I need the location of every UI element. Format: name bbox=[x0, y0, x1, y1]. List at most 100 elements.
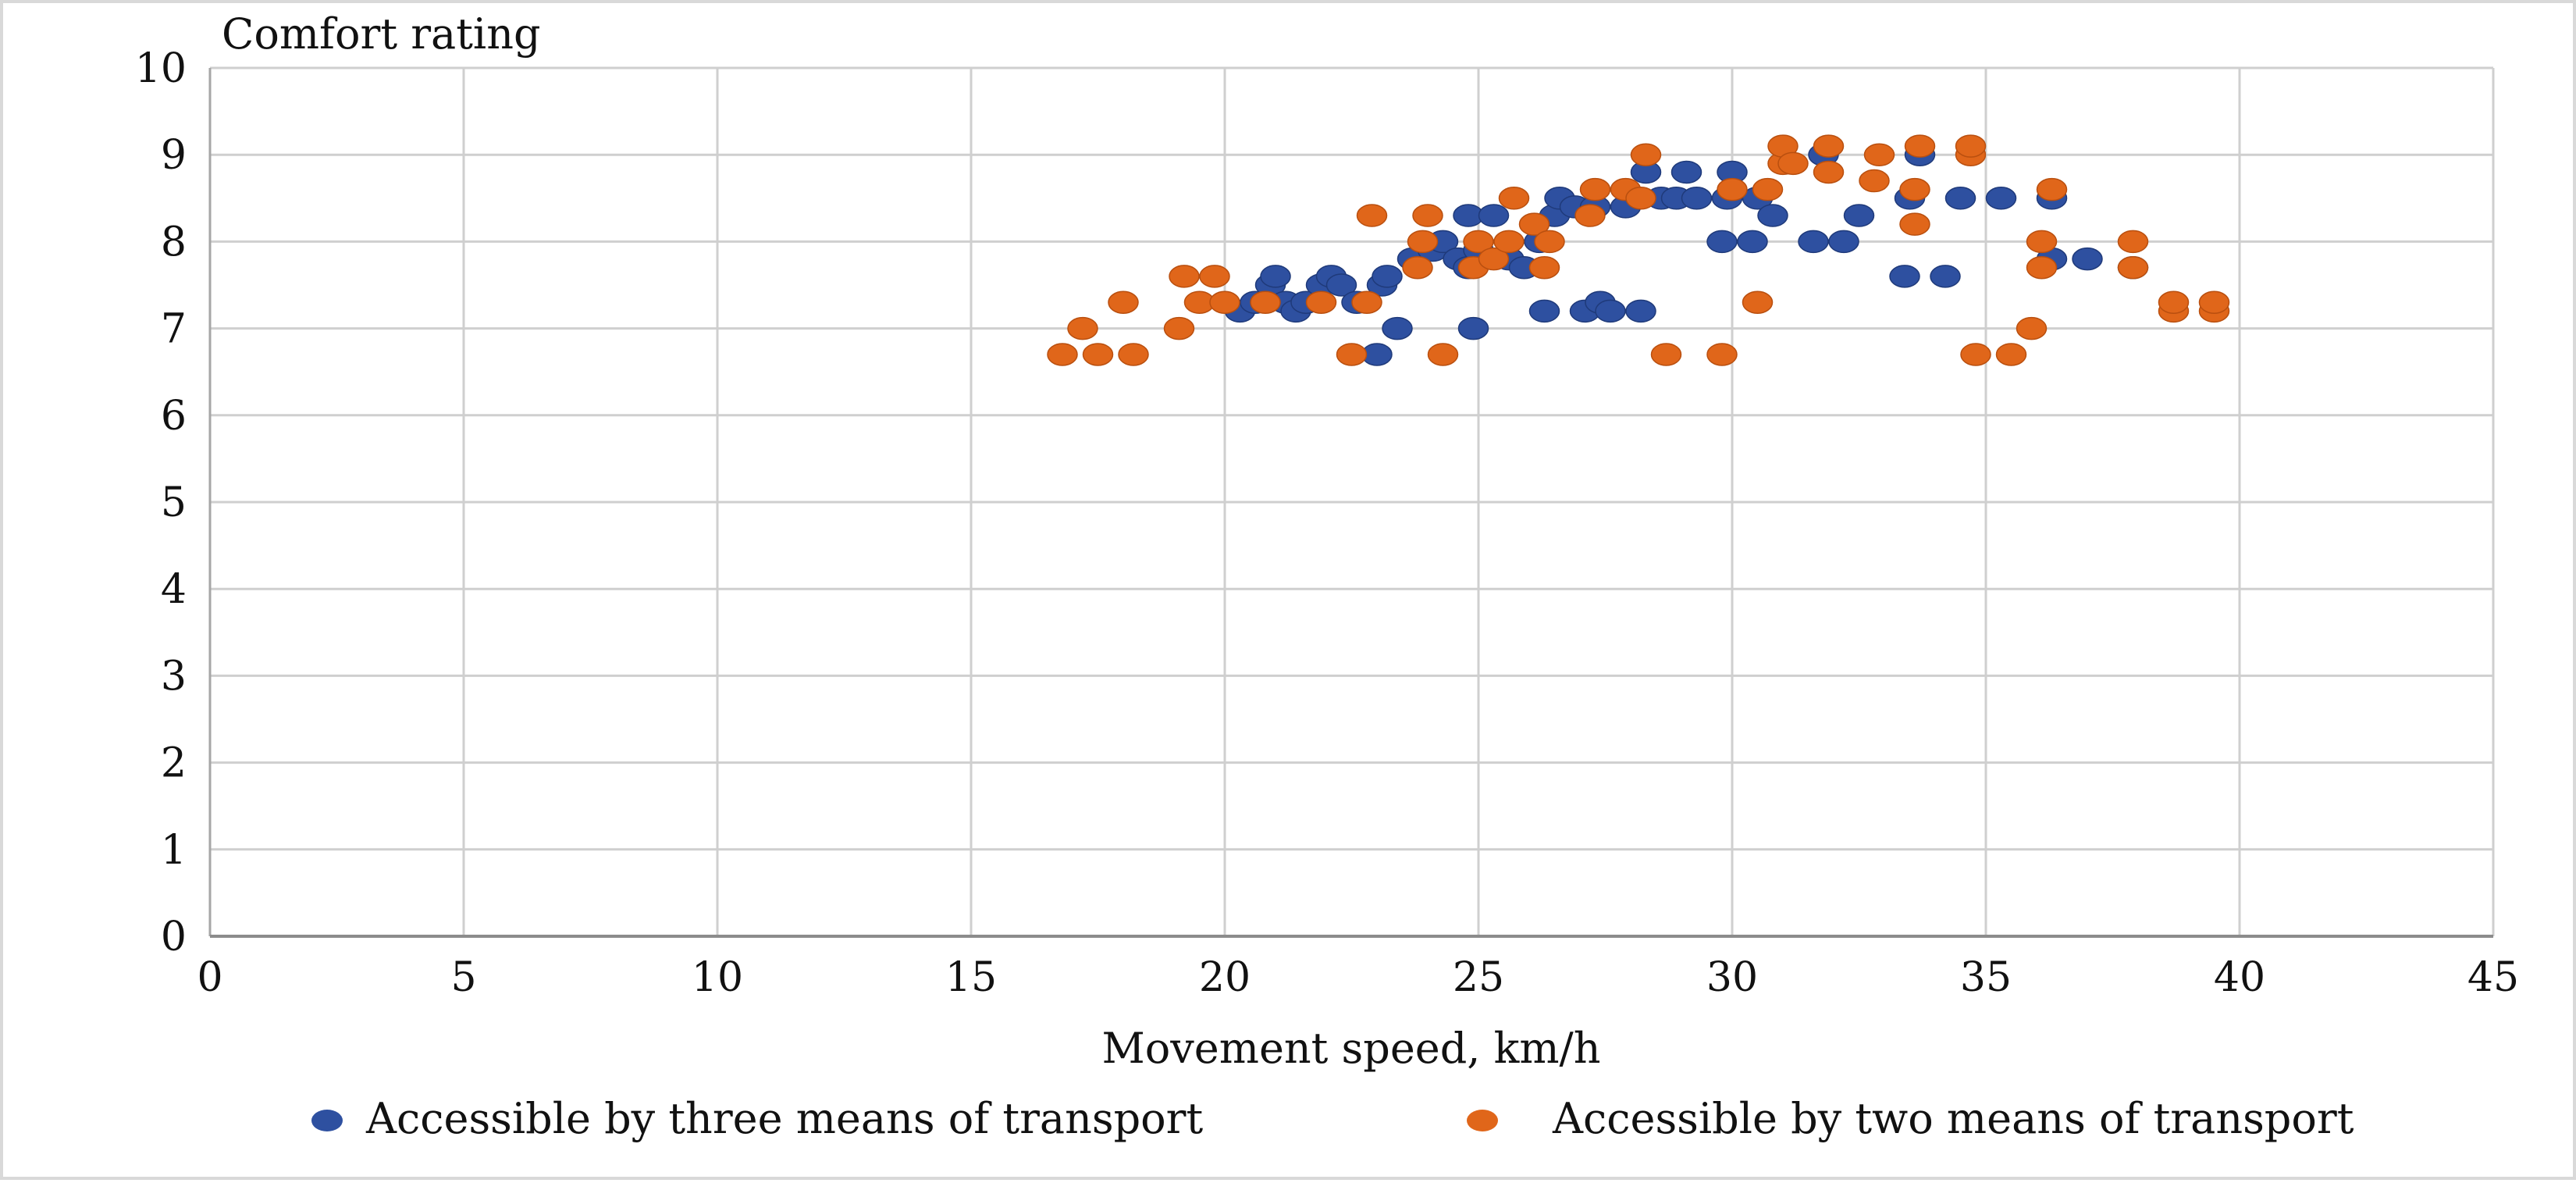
axes bbox=[208, 68, 2493, 938]
point-two-means bbox=[1463, 230, 1494, 254]
x-tick-label: 45 bbox=[2467, 954, 2519, 1001]
data-points bbox=[1047, 134, 2230, 366]
point-two-means bbox=[2117, 256, 2149, 280]
point-three-means bbox=[1706, 230, 1738, 254]
point-three-means bbox=[1828, 230, 1859, 254]
x-tick-label: 35 bbox=[1960, 954, 2012, 1001]
point-two-means bbox=[1356, 204, 1388, 227]
point-two-means bbox=[1528, 256, 1560, 280]
point-two-means bbox=[1625, 187, 1656, 210]
point-two-means bbox=[1899, 212, 1930, 236]
y-tick-label: 7 bbox=[161, 306, 187, 353]
point-two-means bbox=[1351, 290, 1382, 314]
x-tick-label: 25 bbox=[1453, 954, 1504, 1001]
point-two-means bbox=[1742, 290, 1774, 314]
point-two-means bbox=[1813, 160, 1845, 184]
y-tick-label: 1 bbox=[161, 827, 187, 874]
x-tick-label: 10 bbox=[692, 954, 743, 1001]
point-two-means bbox=[1955, 134, 1987, 158]
legend: Accessible by three means of transport A… bbox=[311, 1094, 2354, 1143]
y-tick-label: 4 bbox=[161, 566, 187, 613]
x-tick-label: 15 bbox=[945, 954, 997, 1001]
point-two-means bbox=[1863, 143, 1895, 166]
point-two-means bbox=[1859, 169, 1890, 193]
point-three-means bbox=[1985, 187, 2017, 210]
point-three-means bbox=[1372, 265, 1403, 288]
point-three-means bbox=[1944, 187, 1976, 210]
point-two-means bbox=[1402, 256, 1433, 280]
y-tick-label: 9 bbox=[161, 132, 187, 179]
point-two-means bbox=[1427, 343, 1459, 366]
y-tick-label: 0 bbox=[161, 914, 187, 960]
point-three-means bbox=[1382, 316, 1413, 340]
point-two-means bbox=[1717, 177, 1748, 201]
point-three-means bbox=[1260, 265, 1291, 288]
point-two-means bbox=[1777, 151, 1809, 176]
point-two-means bbox=[1493, 230, 1525, 254]
point-two-means bbox=[1209, 290, 1240, 314]
point-two-means bbox=[2198, 290, 2230, 314]
point-two-means bbox=[1813, 134, 1845, 158]
point-three-means bbox=[1478, 204, 1510, 227]
point-two-means bbox=[1534, 230, 1565, 254]
point-three-means bbox=[1757, 204, 1788, 227]
point-two-means bbox=[1163, 316, 1195, 340]
point-two-means bbox=[1305, 290, 1337, 314]
point-two-means bbox=[2026, 230, 2058, 254]
point-three-means bbox=[1625, 299, 1656, 323]
point-two-means bbox=[1250, 290, 1281, 314]
point-two-means bbox=[1082, 343, 1114, 366]
point-two-means bbox=[1752, 177, 1784, 201]
point-three-means bbox=[1457, 316, 1489, 340]
point-two-means bbox=[1706, 343, 1738, 366]
point-two-means bbox=[1995, 343, 2027, 366]
legend-label-two: Accessible by two means of transport bbox=[1552, 1094, 2354, 1143]
point-two-means bbox=[2117, 230, 2149, 254]
point-two-means bbox=[2016, 316, 2048, 340]
point-three-means bbox=[1737, 230, 1768, 254]
y-tick-label: 8 bbox=[161, 219, 187, 265]
y-tick-label: 2 bbox=[161, 740, 187, 787]
y-tick-label: 10 bbox=[135, 45, 187, 92]
y-tick-label: 5 bbox=[161, 479, 187, 526]
point-two-means bbox=[1630, 143, 1662, 166]
point-three-means bbox=[1889, 265, 1920, 288]
point-two-means bbox=[1047, 343, 1078, 366]
point-two-means bbox=[1650, 343, 1682, 366]
point-two-means bbox=[1407, 230, 1439, 254]
x-tick-label: 40 bbox=[2214, 954, 2265, 1001]
y-tick-label: 6 bbox=[161, 393, 187, 440]
point-three-means bbox=[1325, 273, 1357, 297]
legend-marker-three bbox=[311, 1110, 343, 1131]
y-tick-label: 3 bbox=[161, 653, 187, 700]
point-three-means bbox=[1930, 265, 1961, 288]
point-three-means bbox=[1670, 160, 1703, 184]
point-three-means bbox=[1843, 204, 1875, 227]
y-axis-title: Comfort rating bbox=[222, 9, 541, 59]
point-three-means bbox=[2072, 247, 2103, 271]
point-two-means bbox=[1478, 247, 1510, 271]
point-two-means bbox=[1899, 177, 1930, 201]
point-two-means bbox=[1067, 316, 1098, 340]
point-two-means bbox=[1960, 343, 1991, 366]
x-axis-title: Movement speed, km/h bbox=[1101, 1024, 1600, 1073]
x-tick-label: 0 bbox=[197, 954, 222, 1001]
point-two-means bbox=[1108, 290, 1139, 314]
point-two-means bbox=[2158, 290, 2190, 314]
point-two-means bbox=[1199, 265, 1230, 288]
point-two-means bbox=[1904, 134, 1936, 158]
point-two-means bbox=[1518, 212, 1550, 236]
point-two-means bbox=[2036, 177, 2068, 201]
gridlines bbox=[210, 66, 2495, 936]
point-three-means bbox=[1798, 230, 1829, 254]
legend-marker-two bbox=[1467, 1110, 1498, 1131]
x-tick-label: 30 bbox=[1706, 954, 1758, 1001]
x-tick-label: 5 bbox=[450, 954, 476, 1001]
x-tick-label: 20 bbox=[1199, 954, 1251, 1001]
point-two-means bbox=[1336, 343, 1368, 366]
point-three-means bbox=[1681, 187, 1713, 210]
point-two-means bbox=[1579, 177, 1611, 201]
point-two-means bbox=[1574, 204, 1606, 227]
